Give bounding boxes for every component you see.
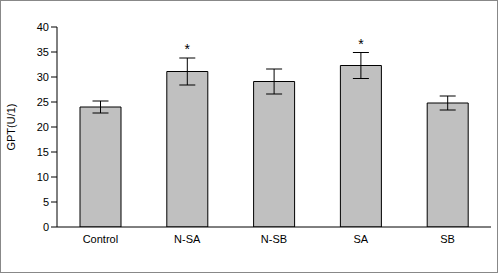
svg-text:SA: SA <box>353 233 368 245</box>
svg-text:N-SA: N-SA <box>174 233 201 245</box>
svg-text:N-SB: N-SB <box>261 233 287 245</box>
svg-text:40: 40 <box>37 21 49 33</box>
svg-text:20: 20 <box>37 121 49 133</box>
svg-text:5: 5 <box>43 196 49 208</box>
svg-text:GPT(U/1): GPT(U/1) <box>8 103 17 150</box>
svg-text:35: 35 <box>37 46 49 58</box>
svg-text:*: * <box>185 41 191 57</box>
svg-text:0: 0 <box>43 221 49 233</box>
svg-text:Control: Control <box>83 233 118 245</box>
svg-text:SB: SB <box>440 233 455 245</box>
svg-text:15: 15 <box>37 146 49 158</box>
svg-text:25: 25 <box>37 96 49 108</box>
svg-text:10: 10 <box>37 171 49 183</box>
svg-text:30: 30 <box>37 71 49 83</box>
svg-text:*: * <box>358 36 364 52</box>
